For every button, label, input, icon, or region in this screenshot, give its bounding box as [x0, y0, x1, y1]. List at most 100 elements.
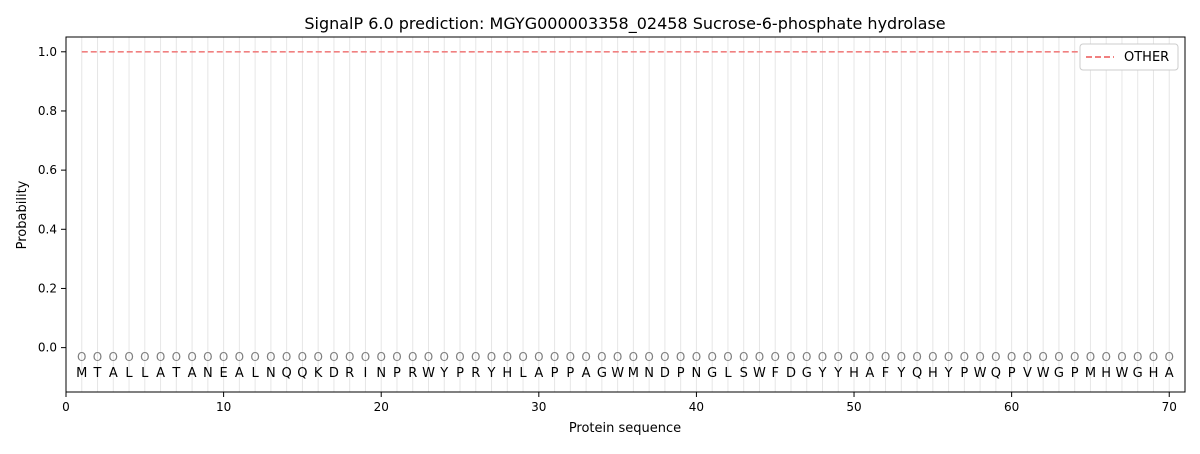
sequence-residue: W	[611, 366, 624, 381]
sequence-residue: N	[266, 366, 276, 381]
region-label: O	[865, 350, 874, 364]
sequence-residue: A	[156, 366, 165, 381]
sequence-residue: R	[345, 366, 354, 381]
region-label: O	[235, 350, 244, 364]
sequence-residue: L	[125, 366, 133, 381]
region-label: O	[124, 350, 133, 364]
sequence-residue: N	[376, 366, 386, 381]
region-label: O	[408, 350, 417, 364]
sequence-residue: W	[1116, 366, 1129, 381]
region-label: O	[1070, 350, 1079, 364]
sequence-residue: A	[865, 366, 874, 381]
sequence-residue: A	[534, 366, 543, 381]
legend-label-other: OTHER	[1124, 50, 1169, 65]
sequence-residue: E	[219, 366, 227, 381]
y-tick-label: 0.2	[38, 281, 57, 295]
region-label: O	[912, 350, 921, 364]
region-label: O	[1101, 350, 1110, 364]
y-tick-label: 0.6	[38, 163, 57, 177]
region-label: O	[345, 350, 354, 364]
region-label: O	[503, 350, 512, 364]
sequence-residue: P	[551, 366, 559, 381]
sequence-residue: V	[1023, 366, 1032, 381]
region-label: O	[1117, 350, 1126, 364]
region-label: O	[266, 350, 275, 364]
region-label: O	[707, 350, 716, 364]
region-label: O	[219, 350, 228, 364]
sequence-residue: G	[1054, 366, 1064, 381]
sequence-residue: N	[692, 366, 702, 381]
region-label: O	[1165, 350, 1174, 364]
sequence-residue: N	[644, 366, 654, 381]
sequence-residue: S	[740, 366, 748, 381]
region-label: O	[786, 350, 795, 364]
region-label: O	[944, 350, 953, 364]
legend: OTHER	[1079, 43, 1179, 71]
sequence-residue: P	[566, 366, 574, 381]
sequence-residue: D	[786, 366, 796, 381]
sequence-residue: T	[171, 366, 180, 381]
region-label: O	[928, 350, 937, 364]
sequence-residue: Q	[297, 366, 307, 381]
y-axis: 0.0 0.2 0.4 0.6 0.8 1.0	[38, 45, 66, 355]
y-tick-label: 0.8	[38, 104, 57, 118]
region-label: O	[770, 350, 779, 364]
sequence-residue: L	[252, 366, 260, 381]
region-label: O	[1133, 350, 1142, 364]
region-label: O	[1023, 350, 1032, 364]
chart-title: SignalP 6.0 prediction: MGYG000003358_02…	[304, 14, 945, 34]
region-label: O	[739, 350, 748, 364]
sequence-residue: P	[456, 366, 464, 381]
y-axis-label: Probability	[15, 180, 30, 249]
sequence-residue: Y	[439, 366, 448, 381]
sequence-residue: G	[707, 366, 717, 381]
sequence-residue: Q	[991, 366, 1001, 381]
region-label: O	[755, 350, 764, 364]
region-label: O	[629, 350, 638, 364]
plot-frame	[65, 36, 1186, 393]
sequence-residue: P	[1071, 366, 1079, 381]
sequence-residue: W	[753, 366, 766, 381]
sequence-residue: L	[519, 366, 527, 381]
region-label: O	[550, 350, 559, 364]
region-label: O	[487, 350, 496, 364]
y-tick-label: 0.0	[38, 341, 57, 355]
sequence-residue: Q	[912, 366, 922, 381]
x-tick-label: 60	[1004, 400, 1019, 414]
sequence-residue: A	[188, 366, 197, 381]
x-tick-label: 70	[1162, 400, 1177, 414]
sequence-residue: N	[203, 366, 213, 381]
sequence-residue: Q	[282, 366, 292, 381]
region-label: O	[660, 350, 669, 364]
region-label: O	[172, 350, 181, 364]
sequence-residue: K	[314, 366, 323, 381]
sequence-residue: F	[771, 366, 778, 381]
x-axis-label: Protein sequence	[569, 421, 681, 436]
region-label: O	[613, 350, 622, 364]
region-label: O	[392, 350, 401, 364]
region-label: O	[93, 350, 102, 364]
region-label: O	[897, 350, 906, 364]
region-label: O	[140, 350, 149, 364]
sequence-residue: M	[1085, 366, 1096, 381]
y-tick-label: 1.0	[38, 45, 57, 59]
sequence-residue: P	[677, 366, 685, 381]
y-tick-label: 0.4	[38, 222, 57, 236]
x-tick-label: 30	[531, 400, 546, 414]
region-label: O	[849, 350, 858, 364]
region-label: O	[975, 350, 984, 364]
region-label: O	[991, 350, 1000, 364]
sequence-residue: D	[329, 366, 339, 381]
x-tick-label: 10	[216, 400, 231, 414]
region-label: O	[1054, 350, 1063, 364]
sequence-residue: W	[1037, 366, 1050, 381]
region-label: O	[203, 350, 212, 364]
sequence-residue: P	[960, 366, 968, 381]
sequence-residue: Y	[833, 366, 842, 381]
x-tick-label: 20	[374, 400, 389, 414]
x-tick-label: 40	[689, 400, 704, 414]
sequence-residue: M	[628, 366, 639, 381]
sequence-residue: A	[582, 366, 591, 381]
sequence-residue: G	[597, 366, 607, 381]
